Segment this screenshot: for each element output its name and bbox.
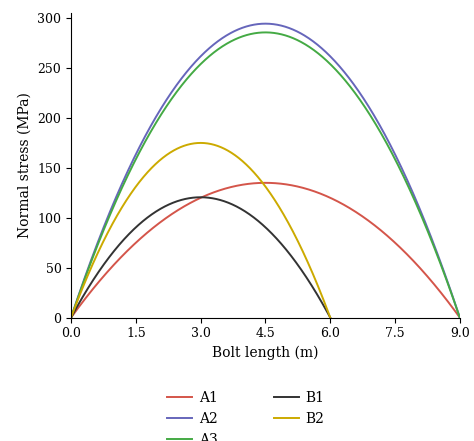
Y-axis label: Normal stress (MPa): Normal stress (MPa) bbox=[18, 93, 32, 238]
Legend: A1, A2, A3, B1, B2: A1, A2, A3, B1, B2 bbox=[162, 385, 330, 441]
X-axis label: Bolt length (m): Bolt length (m) bbox=[212, 346, 319, 360]
